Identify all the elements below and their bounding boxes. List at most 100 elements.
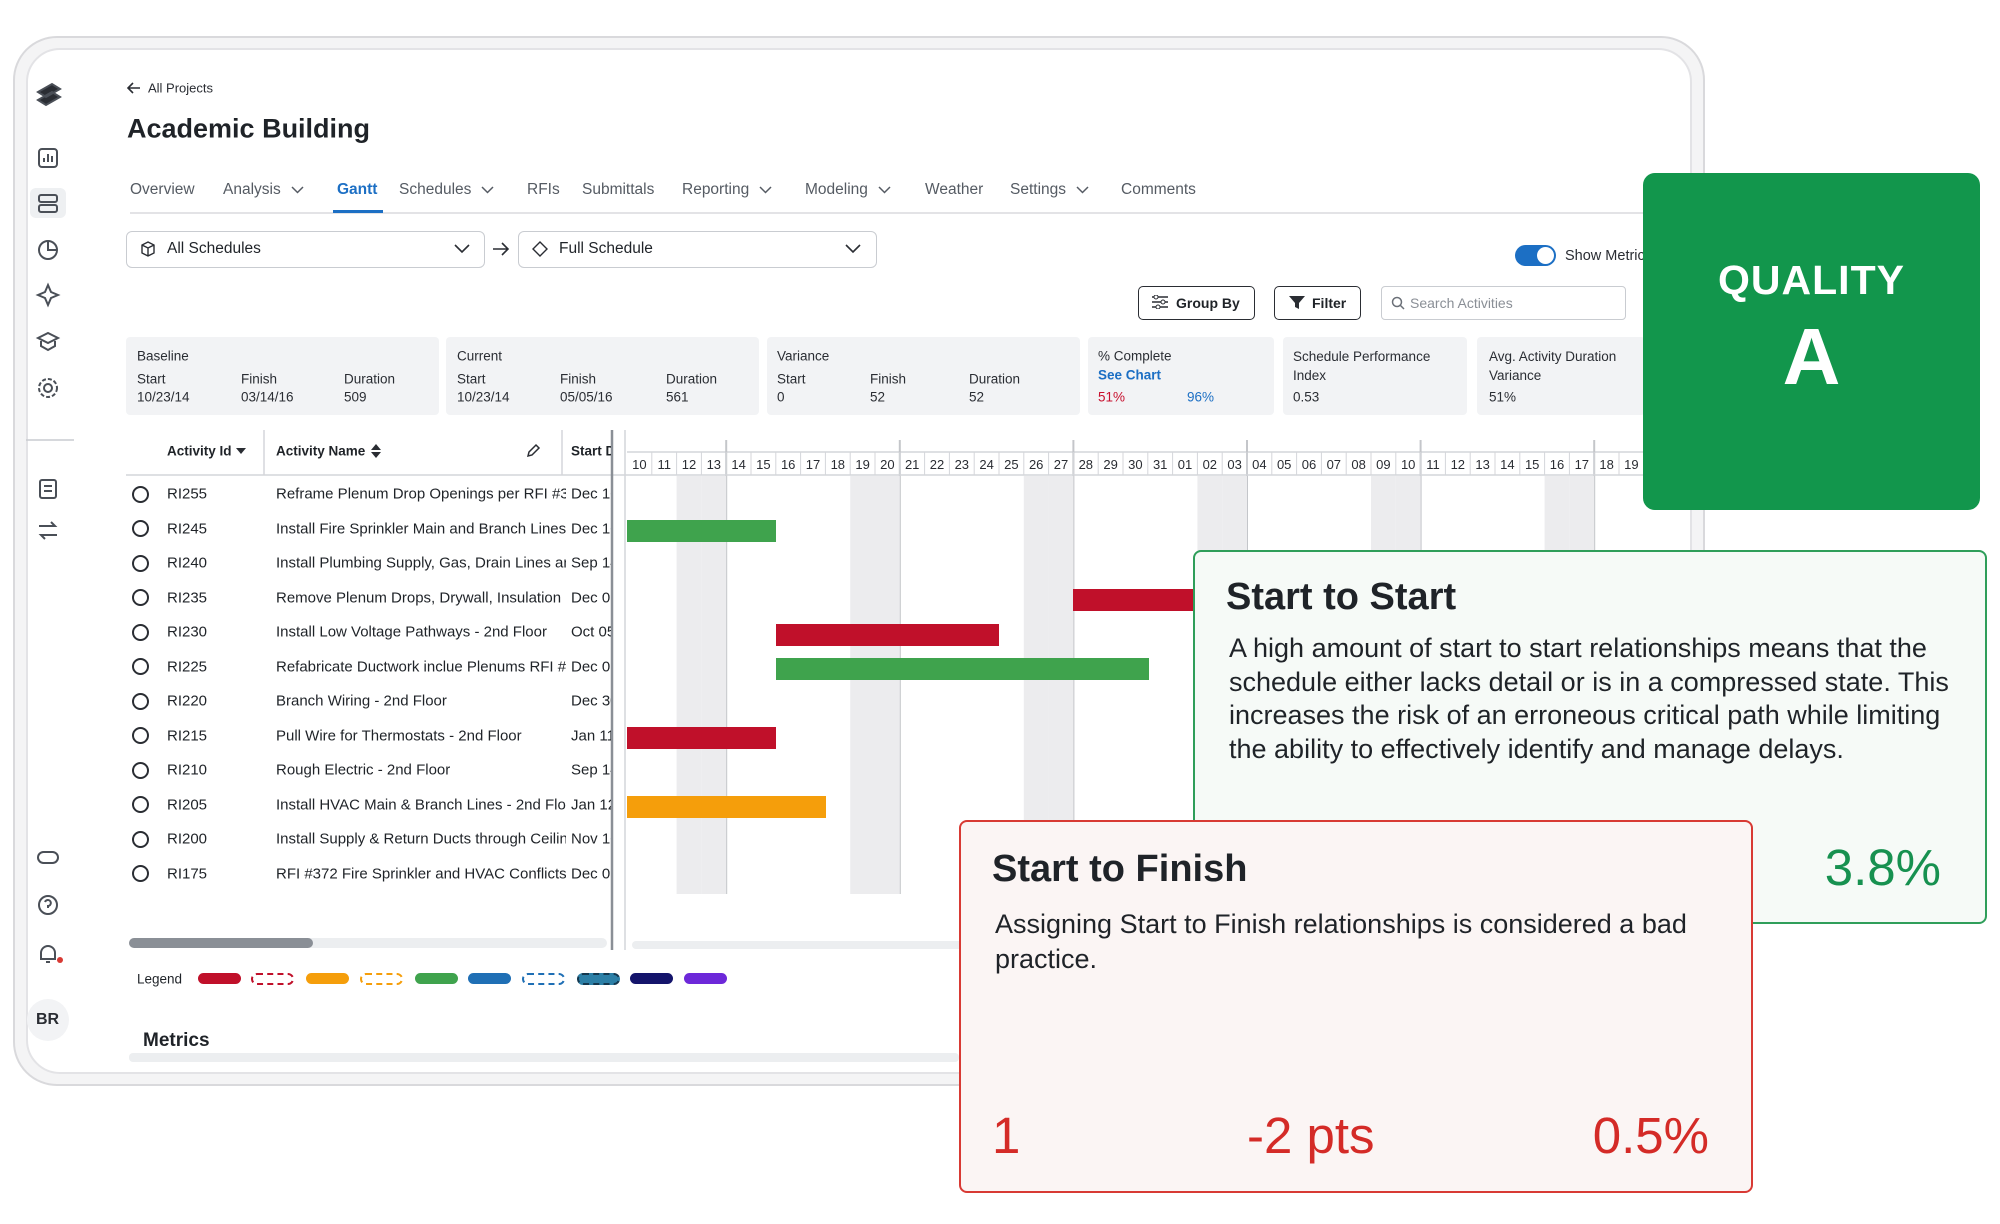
nav-tab[interactable]: Reporting [682,181,750,198]
row-select[interactable] [132,796,149,813]
day-label: 15 [756,457,770,472]
field-value: 10/23/14 [137,389,190,405]
day-label: 17 [1575,457,1589,472]
activity-id: RI175 [167,865,208,882]
gantt-bar [1073,589,1203,611]
planned-percent: 51% [1098,389,1126,405]
back-link[interactable]: All Projects [148,80,214,96]
activity-name: Refabricate Ductwork inclue Plenums RFI … [276,658,566,675]
nav-tab[interactable]: Modeling [805,181,868,198]
start-to-finish-card: Start to Finish Assigning Start to Finis… [959,820,1753,1193]
row-select[interactable] [132,589,149,606]
day-label: 16 [781,457,795,472]
group-by-button[interactable] [1138,286,1255,320]
row-select[interactable] [132,692,149,710]
row-select[interactable] [132,761,149,779]
row-select[interactable] [132,727,149,744]
activity-name: Install Low Voltage Pathways - 2nd Floor [276,623,547,641]
day-label: 15 [1525,457,1539,472]
metrics-bar [129,1053,959,1062]
row-select[interactable] [132,520,149,537]
activity-start: Sep 14 [571,761,611,779]
day-label: 25 [1004,457,1018,472]
cube-icon [141,241,155,257]
day-label: 22 [930,457,944,472]
field-value: 52 [870,389,886,405]
card-stat: 3.8% [1824,839,1941,896]
row-select[interactable] [132,485,149,503]
schedule-select[interactable] [126,231,485,268]
row-select[interactable] [132,623,149,641]
row-select[interactable] [132,865,149,882]
quality-card: QUALITY A [1643,173,1980,510]
activity-name: Install HVAC Main & Branch Lines - 2nd F… [276,796,566,813]
view-select[interactable] [518,231,877,268]
day-label: 12 [1451,457,1465,472]
weekend-shade [875,476,900,894]
filter-button[interactable] [1274,286,1361,320]
day-label: 11 [657,457,671,472]
activity-id: RI205 [167,796,208,813]
day-label: 20 [880,457,894,472]
card-title: Baseline [137,348,189,364]
column-header[interactable]: Start Date [571,443,611,459]
activity-start: Dec 01 [571,658,611,675]
day-label: 14 [1500,457,1514,472]
nav-tab[interactable]: Overview [130,181,195,198]
activity-id: RI255 [167,485,208,503]
day-label: 27 [1054,457,1068,472]
activity-id: RI240 [167,554,208,572]
nav-tab[interactable]: Analysis [223,181,281,198]
day-label: 28 [1079,457,1093,472]
tab-chevron [291,186,304,194]
row-select[interactable] [132,554,149,572]
nav-tab[interactable]: Weather [925,181,984,198]
activity-id: RI230 [167,623,208,641]
activity-name: Pull Wire for Thermostats - 2nd Floor [276,727,522,744]
activity-name: Install Supply & Return Ducts through Ce… [276,830,566,848]
toggle-label: Show Metrics [1565,248,1653,264]
row-select[interactable] [132,830,149,848]
search-input[interactable] [1381,286,1626,320]
activity-name: Branch Wiring - 2nd Floor [276,692,447,710]
field-label: Duration [344,371,396,387]
column-header[interactable]: Activity Id [167,443,232,459]
day-label: 31 [1153,457,1167,472]
metrics-toggle[interactable] [1515,245,1556,266]
day-label: 19 [855,457,869,472]
day-label: 10 [632,457,646,472]
scrollbar[interactable] [129,938,313,948]
search-placeholder: Search Activities [1410,295,1513,311]
column-header[interactable]: Activity Name [276,443,366,459]
legend-swatch [198,973,241,984]
quality-label: QUALITY [1718,257,1905,303]
activity-start: Dec 16 [571,485,611,503]
diamond-icon [532,241,548,257]
nav-tab[interactable]: Settings [1010,181,1067,198]
nav-tab[interactable]: Comments [1121,181,1196,198]
user-avatar[interactable]: BR [36,1011,60,1028]
day-label: 07 [1327,457,1341,472]
activity-name: Install Plumbing Supply, Gas, Drain Line… [276,554,566,572]
field-value: 0 [777,389,785,405]
summary-card [446,337,759,415]
nav-tab[interactable]: Gantt [337,181,378,198]
nav-tab[interactable]: RFIs [527,181,560,198]
back-arrow [126,82,140,94]
day-label: 21 [905,457,919,472]
activity-start: Dec 30 [571,692,611,710]
activity-start: Jan 11 [571,727,611,744]
activity-id: RI200 [167,830,208,848]
row-select[interactable] [132,658,149,675]
nav-tab[interactable]: Submittals [582,181,655,198]
edit-icon[interactable] [526,443,541,458]
legend-label: Legend [137,971,183,987]
card-title: Avg. Activity Duration Variance [1489,349,1617,383]
nav-tab[interactable]: Schedules [399,181,472,198]
field-label: Start [137,371,166,387]
field-label: Finish [241,371,278,387]
sort-icon [236,448,246,454]
see-chart-link[interactable]: See Chart [1098,367,1162,383]
day-label: 05 [1277,457,1291,472]
summary-card [1477,337,1645,415]
